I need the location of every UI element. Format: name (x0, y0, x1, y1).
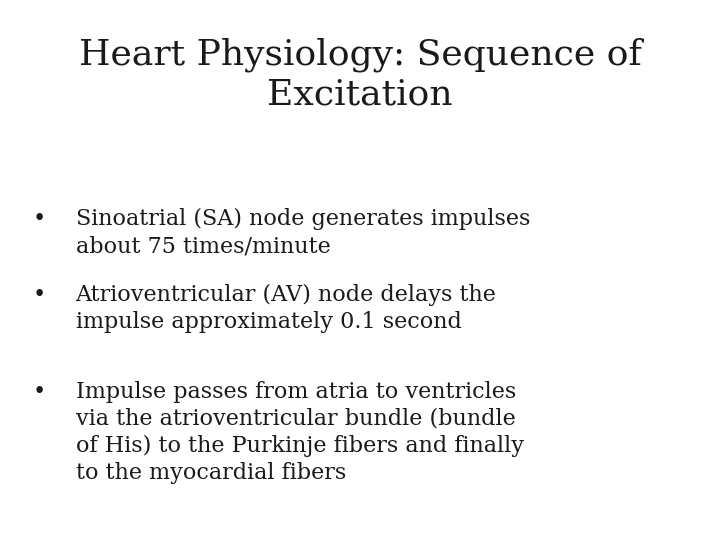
Text: •: • (33, 208, 46, 230)
Text: Impulse passes from atria to ventricles
via the atrioventricular bundle (bundle
: Impulse passes from atria to ventricles … (76, 381, 523, 484)
Text: Atrioventricular (AV) node delays the
impulse approximately 0.1 second: Atrioventricular (AV) node delays the im… (76, 284, 497, 333)
Text: •: • (33, 381, 46, 403)
Text: •: • (33, 284, 46, 306)
Text: Sinoatrial (SA) node generates impulses
about 75 times/minute: Sinoatrial (SA) node generates impulses … (76, 208, 530, 257)
Text: Heart Physiology: Sequence of
Excitation: Heart Physiology: Sequence of Excitation (78, 38, 642, 112)
